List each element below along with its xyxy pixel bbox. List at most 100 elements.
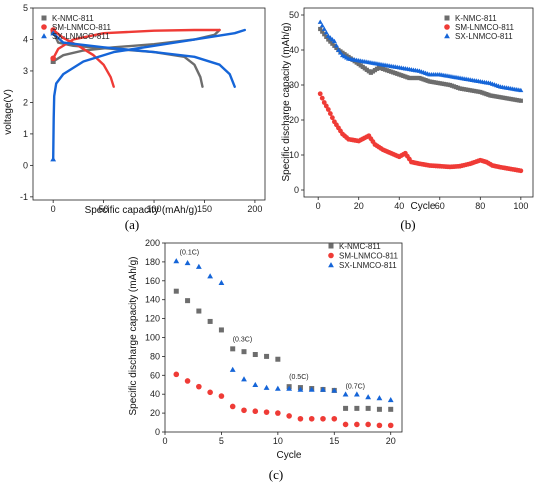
chart-panel-b: 0 20 40 60 80 100 0 10 20 30 40 50 K-NMC-811SM-LNMCO… (281, 7, 534, 232)
chart-c-k-nmc-811-point (207, 318, 213, 324)
chart-c-sx-lnmco-811-point (229, 366, 236, 372)
chart-c-k-nmc-811-point (252, 352, 258, 358)
chart-c-sx-lnmco-811-point (376, 395, 383, 401)
chart-b-sm-lnmco-811-point (317, 91, 323, 97)
chart-c-k-nmc-811-point (185, 298, 191, 304)
chart-b-sm-lnmco-811-point (518, 168, 524, 174)
chart-b-sx-lnmco-811-point (319, 23, 325, 28)
chart-b-sm-lnmco-811-point (319, 95, 325, 101)
chart-b-sx-lnmco-811-point (317, 19, 323, 24)
chart-b-sx-lnmco-811-point (518, 87, 524, 93)
chart-c-sx-lnmco-811-point (387, 397, 394, 403)
chart-c-legend-label-k-nmc-811: K-NMC-811 (339, 242, 381, 251)
chart-c-k-nmc-811-point (230, 346, 236, 352)
chart-b-legend-marker-k-nmc-811 (444, 15, 450, 21)
chart-a-sm-lnmco-811-charge-curve (52, 28, 221, 60)
chart-c-sx-lnmco-811-point (365, 394, 372, 400)
chart-a-legend-label-sm-lnmco-811: SM-LNMCO-811 (52, 23, 112, 32)
chart-c-xtick-label: 0 (162, 436, 167, 446)
chart-c-k-nmc-811-point (241, 349, 247, 355)
chart-c-ytick-label: 80 (150, 351, 160, 361)
chart-panel-a: 0 50 100 150 200 -1 0 1 2 3 4 5 K-NMC-811SM-LNMCO-81… (3, 3, 266, 232)
chart-b-ytick-label: 40 (289, 45, 299, 55)
chart-c-sm-lnmco-811-point (308, 415, 315, 422)
chart-a-sm-lnmco-811-marker (50, 27, 56, 33)
chart-a-sx-lnmco-811-charge-curve (52, 28, 247, 161)
chart-a-ytick-label: 4 (23, 34, 28, 44)
chart-b-sm-lnmco-811-point (323, 103, 329, 109)
chart-c-sm-lnmco-811-point (297, 415, 304, 422)
chart-a-xtick-label: 100 (147, 204, 162, 214)
chart-c-sx-lnmco-811-point (184, 259, 191, 266)
chart-a-xtick-label: 50 (99, 204, 109, 214)
chart-b-marks (317, 19, 524, 174)
chart-c-sm-lnmco-811-point (376, 422, 383, 429)
chart-a-legend-label-sx-lnmco-811: SX-LNMCO-811 (52, 32, 110, 41)
chart-b-legend-label-k-nmc-811: K-NMC-811 (455, 14, 497, 23)
chart-a-k-nmc-811-marker (50, 59, 56, 65)
chart-c-sx-lnmco-811-point (342, 391, 349, 397)
chart-c-series-sm-lnmco-811 (173, 371, 394, 429)
chart-a-k-nmc-811-charge-curve (52, 28, 221, 63)
chart-c-series-k-nmc-811 (173, 288, 394, 412)
chart-b-series-k-nmc-811 (318, 26, 523, 103)
chart-a-xtick-label: 0 (51, 204, 56, 214)
chart-b-ylabel: Specific discharge capacity (mAh/g) (281, 23, 292, 182)
chart-c-ytick-label: 60 (150, 370, 160, 380)
chart-a-ytick-label: 2 (23, 97, 28, 107)
chart-b-sx-lnmco-811-point (321, 26, 327, 31)
chart-c-k-nmc-811-point (354, 405, 360, 411)
chart-a-sm-lnmco-811-discharge-curve (52, 28, 115, 88)
panel-label-c: (c) (269, 467, 283, 482)
chart-b-xlabel: Cycle (410, 201, 435, 212)
chart-c-axes: 0 5 10 15 20020406080100120140160180200(0.1C… (145, 238, 403, 446)
chart-c-sm-lnmco-811-point (241, 407, 247, 414)
chart-c-sm-lnmco-811-point (207, 389, 213, 396)
chart-c-xtick-label: 10 (273, 436, 283, 446)
chart-c-legend-marker-sm-lnmco-811 (328, 252, 334, 259)
chart-a-ytick-label: -1 (20, 192, 28, 202)
chart-c-series-sx-lnmco-811 (173, 258, 394, 403)
chart-c-annotation: (0.1C) (180, 249, 199, 256)
chart-c-k-nmc-811-point (343, 405, 349, 411)
chart-c-ylabel: Specific discharge capacity (mAh/g) (128, 257, 139, 416)
panel-label-b: (b) (400, 217, 415, 232)
chart-b-series-sm-lnmco-811 (317, 91, 524, 174)
chart-c-sm-lnmco-811-point (365, 421, 371, 428)
chart-c-marks (173, 258, 394, 429)
chart-b-k-nmc-811-point (318, 26, 323, 32)
chart-c-annotation: (0.3C) (233, 336, 252, 343)
chart-c-sx-lnmco-811-point (252, 381, 259, 387)
chart-c-ytick-label: 20 (150, 408, 160, 418)
chart-b-legend-label-sx-lnmco-811: SX-LNMCO-811 (455, 32, 513, 41)
chart-a-sx-lnmco-811-marker (50, 156, 57, 162)
chart-c-sm-lnmco-811-point (331, 415, 338, 422)
chart-c-sm-lnmco-811-point (387, 422, 394, 429)
chart-c-xlabel: Cycle (276, 450, 301, 461)
chart-c-sx-lnmco-811-point (353, 391, 360, 397)
chart-b-sm-lnmco-811-point (327, 111, 333, 116)
chart-c-legend-marker-sx-lnmco-811 (328, 262, 334, 268)
chart-c-sm-lnmco-811-point (342, 421, 349, 428)
chart-c-sm-lnmco-811-point (320, 415, 326, 422)
chart-a-sx-lnmco-811-marker (50, 30, 57, 36)
chart-b-legend-marker-sm-lnmco-811 (444, 24, 450, 30)
chart-c-sm-lnmco-811-point (286, 413, 292, 419)
chart-b-legend-marker-sx-lnmco-811 (444, 33, 450, 39)
chart-b-sx-lnmco-811-point (337, 50, 343, 55)
chart-b-k-nmc-811-point (324, 34, 329, 39)
chart-a-legend-label-k-nmc-811: K-NMC-811 (52, 14, 94, 23)
chart-b-k-nmc-811-point (320, 29, 325, 34)
chart-a-legend-marker-sm-lnmco-811 (41, 24, 47, 30)
chart-b-xtick-label: 80 (475, 201, 485, 211)
chart-b-sx-lnmco-811-point (331, 38, 337, 44)
chart-b-ytick-label: 30 (289, 80, 299, 90)
chart-c-k-nmc-811-point (218, 327, 224, 333)
chart-c-ytick-label: 180 (145, 257, 160, 267)
chart-a-frame (32, 7, 266, 201)
chart-c-ytick-label: 160 (145, 276, 160, 286)
panel-label-a: (a) (125, 217, 139, 232)
chart-a-axes: 0 50 100 150 200 -1 0 1 2 3 4 5 K-NMC-811SM-LNMCO-81… (20, 3, 266, 214)
